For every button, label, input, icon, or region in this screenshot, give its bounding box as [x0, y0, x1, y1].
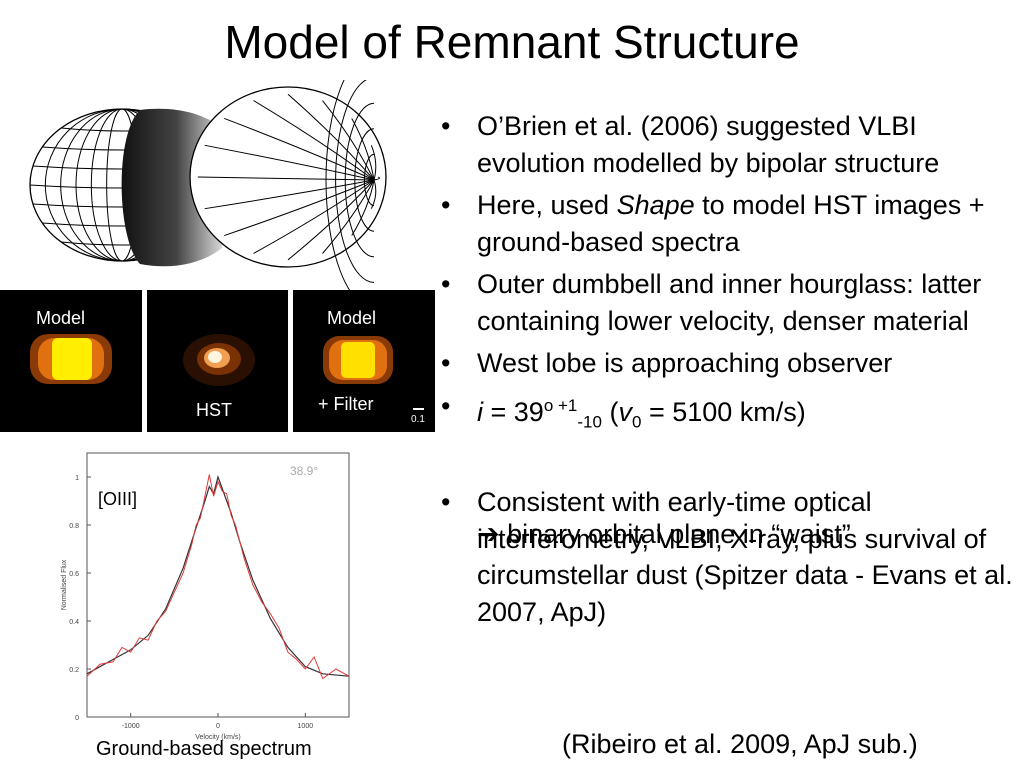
line-label: [OIII] [98, 489, 137, 509]
inclination-symbol: i [477, 396, 483, 427]
bullet-2-shape: Shape [616, 190, 695, 220]
bullet-3: Outer dumbbell and inner hourglass: latt… [436, 266, 1016, 339]
y-tick-label: 0.8 [69, 523, 79, 530]
x-tick-label: 0 [216, 723, 220, 730]
y-axis-label: Normalised Flux [61, 559, 68, 610]
x-tick-label: -1000 [122, 723, 140, 730]
bullet-2-post: to model HST images + ground-based spect… [477, 190, 985, 257]
orbital-plane-note: ➔ binary orbital plane in “waist” [477, 516, 851, 552]
bullet-5-open: ( [601, 396, 619, 427]
citation: (Ribeiro et al. 2009, ApJ sub.) [562, 729, 918, 759]
bipolar-wireframe-model [29, 80, 387, 290]
spectrum-chart: 0 0.2 0.4 0.6 0.8 1 -1000 0 1000 [OIII] 38.9° Ve… [61, 452, 350, 741]
y-tick-label: 0.6 [69, 571, 79, 578]
upper-error: +1 [553, 395, 578, 415]
slide-title: Model of Remnant Structure [224, 16, 800, 68]
panel-label-filter: + Filter [318, 394, 374, 414]
orbital-plane-text: binary orbital plane in “waist” [499, 519, 851, 549]
observed-series-line [86, 474, 350, 680]
angle-label: 38.9° [290, 464, 318, 478]
bullet-6: Consistent with early-time optical inter… [436, 484, 1016, 630]
degree-sign: o [543, 395, 554, 415]
bullet-4: West lobe is approaching observer [436, 345, 1016, 382]
inclination-value: = 39 [483, 396, 544, 427]
filtered-model-panel: Model + Filter 0.1 [293, 290, 435, 432]
x-axis-label: Velocity (km/s) [195, 734, 241, 741]
bullet-6-text: Consistent with early-time optical inter… [477, 487, 1013, 627]
spectrum-caption: Ground-based spectrum [96, 738, 312, 760]
y-tick-label: 0.4 [69, 619, 79, 626]
model-panel: Model [0, 290, 142, 432]
panel-label-model-2: Model [327, 308, 377, 328]
bullet-1-text: O’Brien et al. (2006) suggested VLBI evo… [477, 111, 940, 178]
right-lobe [189, 80, 387, 290]
scale-label: 0.1 [411, 414, 425, 425]
bullet-1: O’Brien et al. (2006) suggested VLBI evo… [436, 108, 1016, 181]
scale-bar [413, 408, 424, 410]
y-tick-label: 0.2 [69, 667, 79, 674]
bullet-2-pre: Here, used [477, 190, 617, 220]
x-tick-label: 1000 [298, 723, 314, 730]
bullet-3-text: Outer dumbbell and inner hourglass: latt… [477, 269, 982, 336]
bullet-4-text: West lobe is approaching observer [477, 348, 893, 378]
y-tick-label: 1 [75, 475, 79, 482]
velocity-symbol: v [618, 396, 632, 427]
y-tick-label: 0 [75, 715, 79, 722]
lower-error: -10 [577, 411, 602, 431]
velocity-value: = 5100 km/s) [641, 396, 806, 427]
panel-label-hst: HST [196, 400, 232, 420]
velocity-subscript: 0 [631, 411, 642, 431]
arrow-icon: ➔ [477, 519, 500, 549]
bullet-2: Here, used Shape to model HST images + g… [436, 187, 1016, 260]
hst-panel: HST [147, 290, 288, 432]
bullet-list: O’Brien et al. (2006) suggested VLBI evo… [436, 108, 1016, 636]
panel-label-model: Model [36, 308, 86, 328]
bullet-5: i = 39o +1-10 (v0 = 5100 km/s) [436, 388, 1016, 441]
